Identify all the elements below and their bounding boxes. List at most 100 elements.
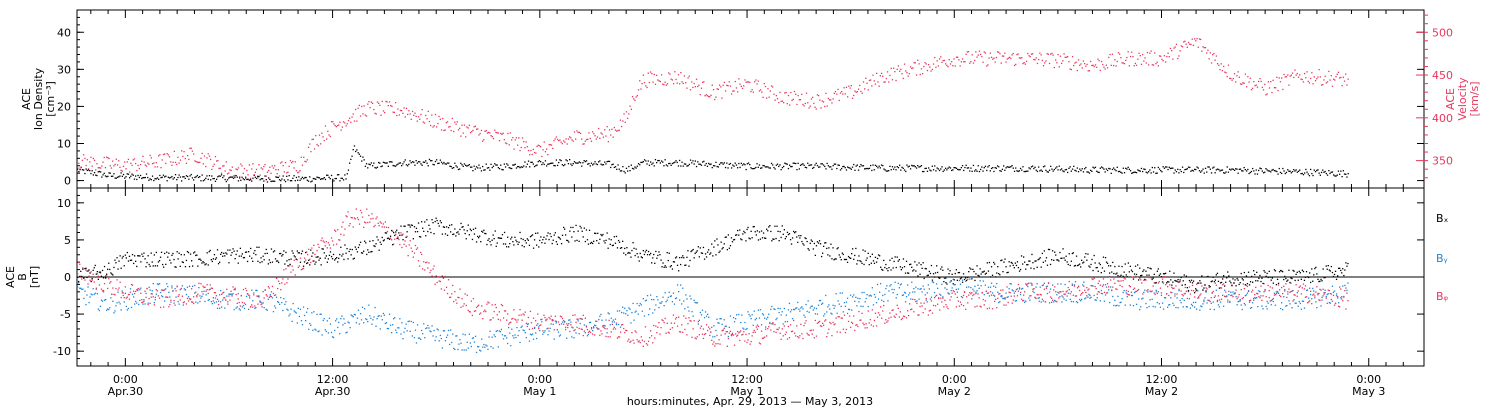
velocity-series-point (339, 121, 341, 123)
by-series-point (623, 312, 625, 314)
velocity-series-point (1183, 41, 1185, 43)
by-series-point (420, 338, 422, 340)
density-series-point (1098, 171, 1100, 174)
bz-series-point (184, 289, 187, 291)
bz-series-point (208, 289, 210, 291)
velocity-series-point (1268, 87, 1271, 89)
by-series-point (775, 318, 777, 321)
density-series-point (1181, 166, 1184, 168)
bz-series-point (1192, 290, 1195, 292)
density-series-point (1333, 174, 1335, 176)
velocity-series-point (569, 136, 571, 138)
velocity-series-point (1254, 85, 1256, 87)
bz-series-point (563, 323, 565, 325)
bz-series-point (629, 341, 631, 343)
bz-series-point (258, 295, 260, 297)
velocity-series-point (508, 144, 510, 146)
by-series-point (571, 336, 573, 338)
velocity-series-point (518, 137, 520, 139)
bz-series-point (705, 324, 708, 326)
bz-series-point (197, 293, 199, 295)
velocity-series-point (699, 93, 701, 96)
bz-series-point (366, 208, 368, 210)
by-series-point (243, 307, 246, 310)
density-series-point (427, 165, 429, 167)
bz-series-point (719, 343, 721, 345)
velocity-series-point (1131, 51, 1133, 53)
velocity-series-point (1276, 76, 1278, 78)
velocity-series-point (141, 160, 143, 162)
velocity-series-point (1053, 66, 1055, 69)
bz-series-point (1108, 286, 1110, 288)
velocity-series-point (657, 79, 659, 81)
bz-series-point (431, 275, 433, 277)
density-series-point (1009, 166, 1011, 168)
density-series-point (1106, 169, 1109, 172)
bz-series-point (698, 334, 700, 336)
by-series-point (1223, 305, 1225, 307)
by-series-point (528, 340, 531, 342)
density-series-point (1045, 169, 1047, 171)
by-series-point (1046, 292, 1049, 295)
density-series-point (1213, 166, 1215, 168)
bz-series-point (643, 340, 646, 343)
bz-series-point (832, 321, 834, 324)
by-series-point (557, 331, 560, 333)
bz-series-point (370, 218, 372, 220)
velocity-series-point (693, 82, 695, 85)
bz-series-point (171, 287, 173, 289)
by-series-point (1022, 287, 1024, 290)
bz-series-point (1219, 287, 1222, 289)
density-series-point (1204, 167, 1207, 169)
bz-series-point (138, 287, 140, 290)
bz-series-point (757, 325, 760, 327)
bz-series-point (323, 241, 325, 243)
velocity-series-point (1341, 85, 1343, 87)
density-series-point (901, 166, 903, 168)
bz-series-point (536, 324, 538, 326)
bz-series-point (1124, 278, 1126, 280)
by-series-point (901, 294, 904, 296)
by-series-point (1174, 293, 1176, 295)
density-series-point (1264, 171, 1266, 173)
bz-series-point (900, 318, 902, 321)
velocity-series-point (274, 165, 276, 167)
by-series-point (461, 349, 463, 351)
bz-series-point (221, 293, 223, 295)
density-series-point (247, 178, 249, 180)
by-series-point (769, 321, 771, 324)
velocity-series-point (974, 59, 976, 62)
density-series-point (704, 164, 706, 166)
by-series-point (1018, 287, 1021, 289)
velocity-series-point (309, 143, 311, 145)
by-series-point (196, 294, 198, 297)
velocity-series-point (1025, 60, 1028, 62)
velocity-series-point (894, 71, 896, 73)
by-series-point (413, 337, 416, 339)
density-series-point (1258, 169, 1260, 172)
density-series-point (533, 165, 536, 168)
by-series-point (999, 293, 1001, 295)
density-series-point (1142, 170, 1144, 173)
bz-series-point (783, 325, 785, 327)
density-series-point (190, 173, 192, 176)
bz-series-point (169, 303, 171, 306)
by-series-point (853, 294, 855, 296)
density-series-point (1197, 167, 1199, 169)
density-series-point (1016, 170, 1018, 172)
by-series-point (1092, 285, 1094, 287)
density-series-point (868, 167, 871, 169)
velocity-series-point (1243, 82, 1245, 84)
by-series-point (1148, 305, 1150, 308)
velocity-series-point (413, 114, 415, 116)
velocity-series-point (564, 141, 566, 143)
bz-series-point (765, 328, 767, 330)
bz-series-point (1247, 290, 1250, 293)
bz-series-point (842, 328, 844, 330)
velocity-series-point (239, 176, 241, 178)
bz-series-point (363, 226, 365, 228)
velocity-series-point (184, 157, 186, 160)
bz-series-point (519, 309, 521, 311)
density-series-point (443, 161, 445, 164)
by-series-point (636, 302, 638, 305)
